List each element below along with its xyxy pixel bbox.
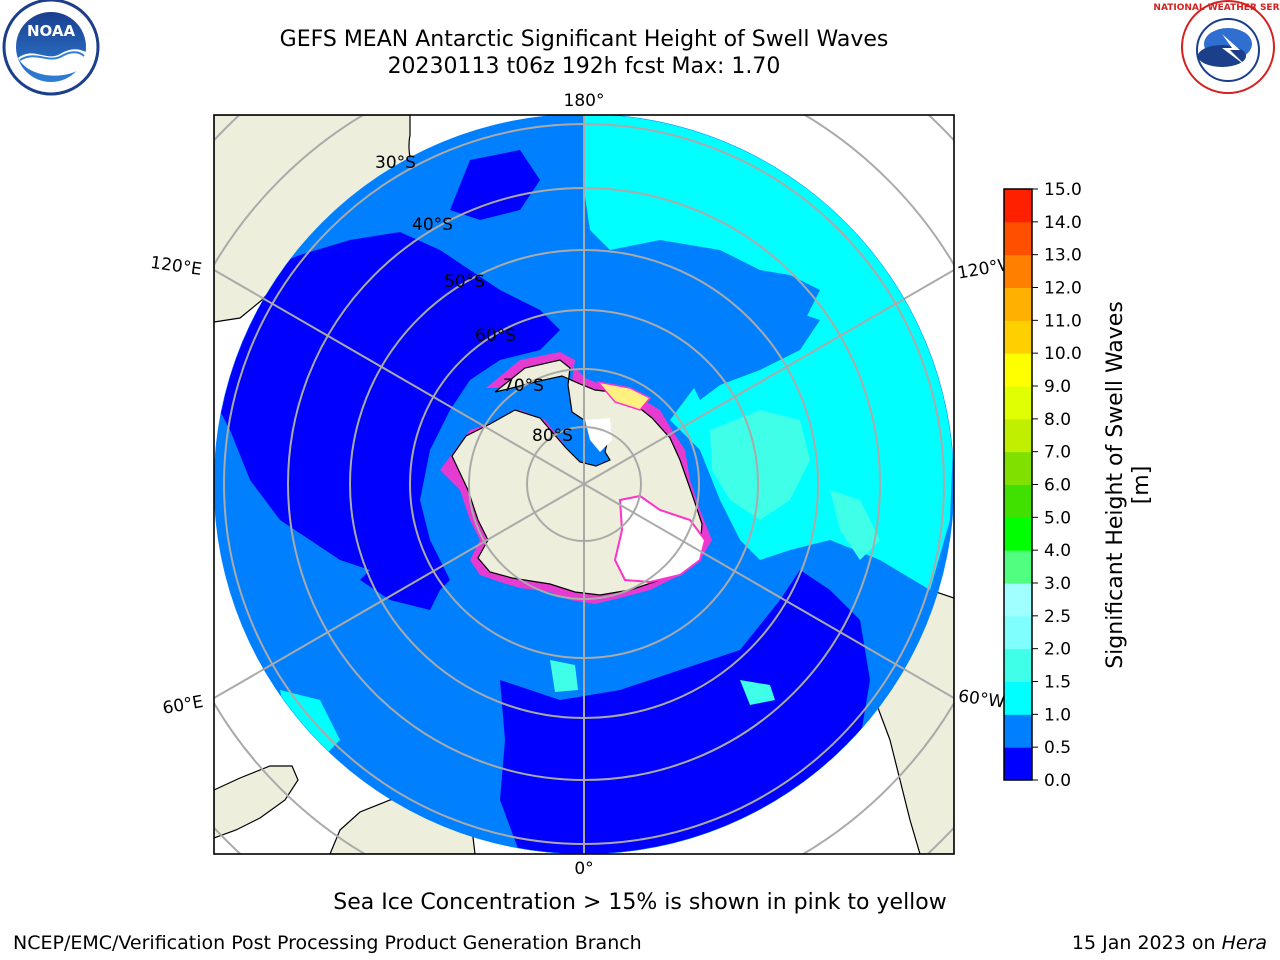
sea-ice-note: Sea Ice Concentration > 15% is shown in … <box>333 890 947 915</box>
lon-label-60e: 60°E <box>161 692 205 719</box>
colorbar-cell <box>1004 583 1032 617</box>
footer-host: Hera <box>1221 932 1267 954</box>
lon-label-0: 0° <box>574 859 593 879</box>
latitude-labels: 30°S 40°S 50°S 60°S 70°S 80°S <box>375 153 573 446</box>
colorbar-tick-label: 1.5 <box>1044 673 1071 693</box>
lon-label-120e: 120°E <box>149 253 203 280</box>
colorbar-tick-label: 10.0 <box>1044 344 1082 364</box>
colorbar-tick-label: 2.0 <box>1044 640 1071 660</box>
svg-text:NATIONAL WEATHER SERVICE: NATIONAL WEATHER SERVICE <box>1153 3 1280 13</box>
colorbar-tick-label: 2.5 <box>1044 607 1071 627</box>
colorbar-cell <box>1004 189 1032 223</box>
footer-date-text: 15 Jan 2023 on <box>1071 932 1222 954</box>
noaa-logo-text: NOAA <box>27 22 76 40</box>
lat-label-60: 60°S <box>475 326 516 346</box>
colorbar-cell <box>1004 221 1032 256</box>
footer-credit: NCEP/EMC/Verification Post Processing Pr… <box>13 932 642 954</box>
lon-label-180: 180° <box>564 91 605 111</box>
colorbar-cell <box>1004 517 1032 551</box>
colorbar-cell <box>1004 320 1032 354</box>
colorbar-cell <box>1004 550 1032 584</box>
lat-label-70: 70°S <box>503 376 544 396</box>
colorbar-cell <box>1004 681 1032 715</box>
colorbar-cell <box>1004 648 1032 682</box>
colorbar-tick-label: 8.0 <box>1044 410 1071 430</box>
noaa-logo: NOAA <box>2 0 100 96</box>
colorbar-tick-label: 11.0 <box>1044 311 1082 331</box>
colorbar-tick-label: 7.0 <box>1044 443 1071 463</box>
colorbar-cell <box>1004 254 1032 288</box>
colorbar-tick-label: 1.0 <box>1044 705 1071 725</box>
colorbar-cell <box>1004 714 1032 748</box>
colorbar-cell <box>1004 418 1032 453</box>
map-title: GEFS MEAN Antarctic Significant Height o… <box>279 27 889 52</box>
lat-label-30: 30°S <box>375 153 416 173</box>
colorbar-cell <box>1004 747 1032 781</box>
colorbar-cell <box>1004 615 1032 650</box>
colorbar-tick-label: 0.5 <box>1044 738 1071 758</box>
colorbar-tick-label: 4.0 <box>1044 541 1071 561</box>
colorbar-tick-label: 15.0 <box>1044 180 1082 200</box>
lon-label-60w: 60°W <box>957 686 1006 712</box>
colorbar-tick-label: 0.0 <box>1044 771 1071 791</box>
colorbar-tick-label: 3.0 <box>1044 574 1071 594</box>
colorbar-cell <box>1004 287 1032 321</box>
graticule <box>214 115 954 854</box>
colorbar-tick-label: 6.0 <box>1044 476 1071 496</box>
colorbar-cell <box>1004 386 1032 420</box>
antarctica <box>440 352 712 604</box>
colorbar-tick-label: 14.0 <box>1044 213 1082 233</box>
colorbar-label: Significant Height of Swell Waves[m] <box>1103 301 1154 669</box>
colorbar-tick-label: 9.0 <box>1044 377 1071 397</box>
colorbar-cell <box>1004 451 1032 485</box>
lat-label-40: 40°S <box>412 215 453 235</box>
map-subtitle: 20230113 t06z 192h fcst Max: 1.70 <box>387 54 781 79</box>
colorbar-cell <box>1004 484 1032 518</box>
lat-label-80: 80°S <box>532 426 573 446</box>
colorbar: 0.0 0.5 1.0 1.5 2.0 2.5 3.0 4.0 5.0 6.0 7.0 8.0 9.0 1… <box>1003 180 1082 791</box>
footer-date: 15 Jan 2023 on Hera <box>1072 932 1267 954</box>
nws-logo: NATIONAL WEATHER SERVICE <box>1153 0 1280 94</box>
colorbar-cell <box>1004 353 1032 387</box>
colorbar-tick-label: 12.0 <box>1044 279 1082 299</box>
lat-label-50: 50°S <box>444 272 485 292</box>
colorbar-tick-label: 13.0 <box>1044 246 1082 266</box>
colorbar-tick-label: 5.0 <box>1044 508 1071 528</box>
map-frame <box>213 114 955 855</box>
